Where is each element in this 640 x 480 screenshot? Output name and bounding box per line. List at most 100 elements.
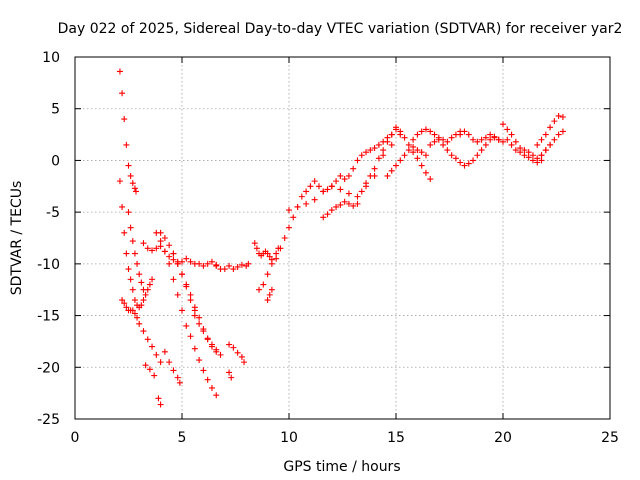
data-point — [384, 138, 391, 145]
y-tick-label: 10 — [42, 50, 60, 66]
data-point — [196, 357, 203, 364]
data-point — [140, 328, 147, 335]
data-point — [134, 260, 141, 267]
x-axis-label: GPS time / hours — [283, 459, 400, 475]
data-point — [132, 188, 139, 195]
data-point — [388, 141, 395, 148]
series-arc-23 — [384, 143, 429, 179]
data-point — [127, 224, 134, 231]
data-point — [116, 178, 123, 185]
data-point — [521, 152, 528, 159]
data-point — [166, 242, 173, 249]
plot-frame — [74, 56, 611, 420]
data-point — [155, 395, 162, 402]
data-point — [547, 124, 554, 131]
data-point — [200, 328, 207, 335]
data-point — [264, 271, 271, 278]
data-point — [264, 297, 271, 304]
data-point — [157, 243, 164, 250]
data-point — [256, 286, 263, 293]
data-point — [401, 134, 408, 141]
data-point — [303, 200, 310, 207]
data-point — [495, 136, 502, 143]
data-point — [179, 271, 185, 278]
data-point — [208, 258, 215, 265]
data-point — [307, 183, 314, 190]
data-point — [166, 260, 173, 267]
data-point — [129, 307, 136, 314]
data-point — [146, 366, 153, 373]
data-point — [170, 250, 177, 257]
data-point — [538, 136, 545, 143]
data-point — [422, 126, 429, 133]
data-point — [397, 128, 404, 135]
data-point — [187, 297, 194, 304]
y-tick-label: 0 — [51, 153, 60, 169]
data-point — [363, 149, 370, 156]
data-point — [320, 214, 327, 221]
data-point — [482, 134, 489, 141]
data-point — [538, 157, 545, 164]
data-point — [444, 138, 451, 145]
data-point — [200, 367, 207, 374]
data-point — [401, 152, 408, 159]
data-point — [341, 198, 348, 205]
series-arc-21 — [320, 198, 361, 221]
data-point — [174, 260, 181, 267]
data-point — [131, 185, 138, 192]
data-point — [559, 113, 566, 120]
data-point — [174, 374, 181, 381]
data-point — [253, 245, 260, 252]
data-point — [123, 141, 130, 148]
data-point — [345, 190, 352, 197]
data-point — [371, 145, 378, 152]
data-point — [260, 281, 267, 288]
data-point — [144, 245, 151, 252]
data-point — [363, 180, 370, 187]
data-point — [125, 266, 132, 273]
data-point — [149, 343, 156, 350]
data-point — [213, 346, 220, 353]
data-point — [196, 260, 203, 267]
data-point — [512, 147, 519, 154]
data-point — [277, 245, 284, 252]
data-point — [146, 281, 153, 288]
data-point — [183, 283, 190, 290]
data-point — [149, 276, 156, 283]
y-tick-label: -10 — [37, 257, 60, 273]
data-point — [125, 209, 132, 216]
data-point — [273, 255, 280, 262]
data-point — [341, 176, 348, 183]
series-arc-25 — [427, 134, 502, 169]
data-point — [345, 200, 352, 207]
series-arc-6 — [213, 260, 252, 273]
data-point — [427, 128, 434, 135]
data-point — [431, 131, 438, 138]
data-point — [397, 157, 404, 164]
axis-ticks: 0 5 10 15 20 25 10 5 0 -5 -10 -15 -20 -25 — [37, 50, 619, 446]
data-point — [136, 320, 143, 327]
data-point — [431, 138, 438, 145]
series-arc-11 — [142, 362, 158, 379]
y-tick-label: -5 — [46, 205, 60, 221]
y-tick-label: -25 — [37, 412, 60, 428]
data-point — [538, 152, 545, 159]
data-point — [127, 172, 134, 179]
data-point — [187, 291, 194, 298]
data-point — [129, 180, 136, 187]
data-point — [226, 341, 233, 348]
data-point — [119, 297, 126, 304]
data-point — [452, 155, 459, 162]
data-point — [166, 359, 173, 366]
data-point — [294, 203, 301, 210]
grid-layer — [75, 57, 610, 419]
data-point — [151, 372, 158, 379]
data-point — [179, 307, 185, 314]
x-tick-label: 10 — [280, 430, 298, 446]
data-point — [157, 401, 164, 408]
data-point — [187, 333, 194, 340]
y-axis-label: SDTVAR / TECUs — [9, 181, 25, 296]
data-point — [482, 141, 489, 148]
y-tick-label: -15 — [37, 309, 60, 325]
series-arc-1 — [116, 68, 139, 195]
